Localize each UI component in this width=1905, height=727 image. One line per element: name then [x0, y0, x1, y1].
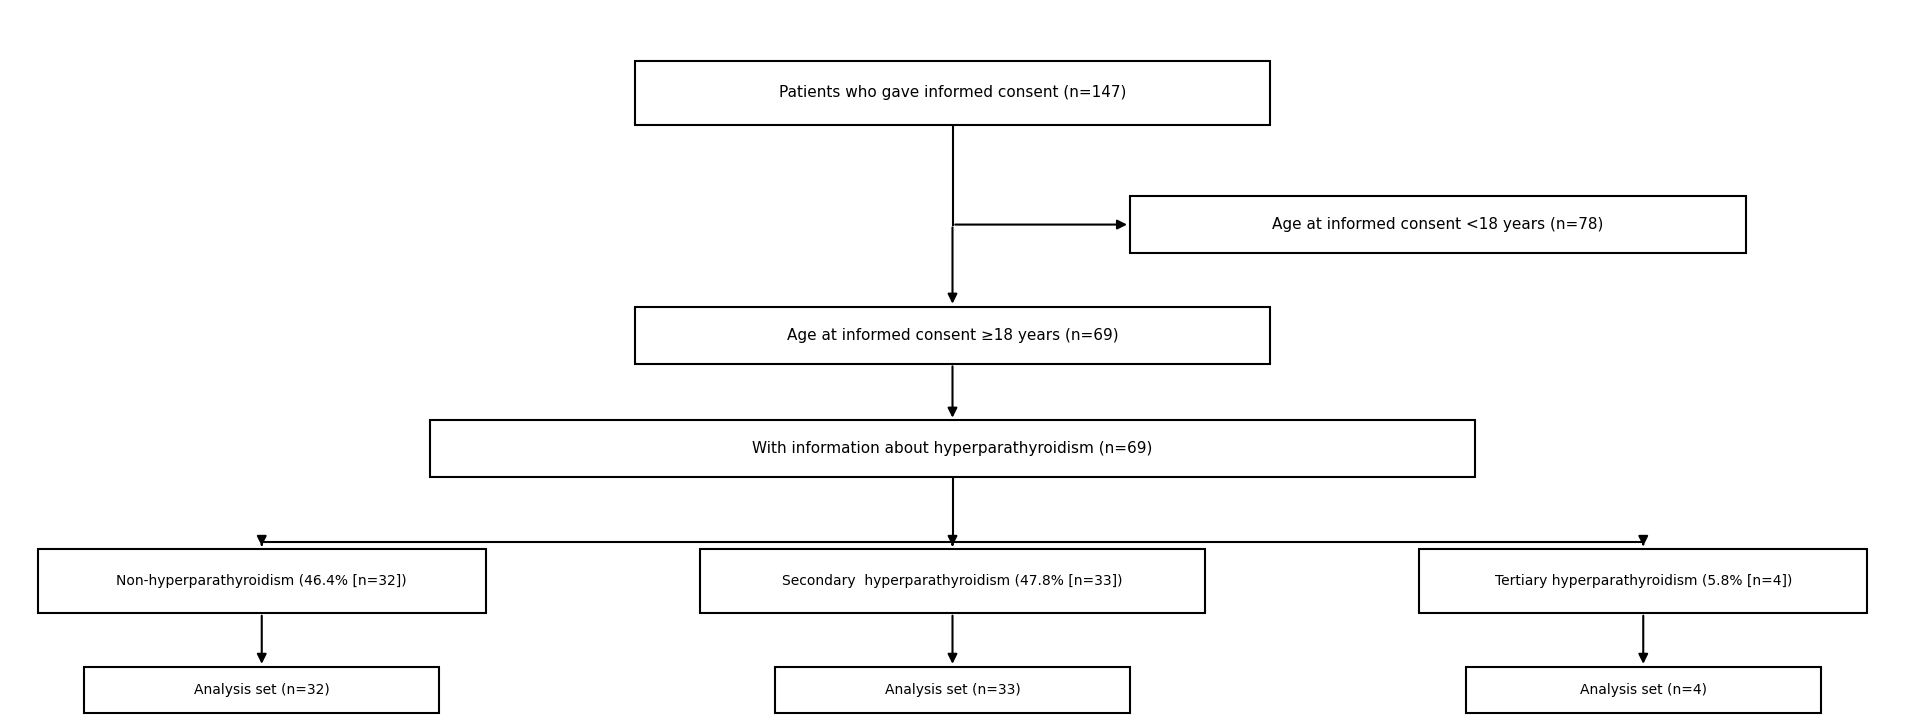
Text: Non-hyperparathyroidism (46.4% [n=32]): Non-hyperparathyroidism (46.4% [n=32]) [116, 574, 408, 588]
Text: Age at informed consent <18 years (n=78): Age at informed consent <18 years (n=78) [1273, 217, 1604, 232]
Text: Tertiary hyperparathyroidism (5.8% [n=4]): Tertiary hyperparathyroidism (5.8% [n=4]… [1495, 574, 1793, 588]
Text: Patients who gave informed consent (n=147): Patients who gave informed consent (n=14… [779, 85, 1126, 100]
Text: Age at informed consent ≥18 years (n=69): Age at informed consent ≥18 years (n=69) [787, 327, 1118, 342]
FancyBboxPatch shape [634, 61, 1271, 125]
FancyBboxPatch shape [775, 667, 1130, 713]
FancyBboxPatch shape [1130, 196, 1747, 253]
FancyBboxPatch shape [1467, 667, 1821, 713]
Text: Analysis set (n=32): Analysis set (n=32) [194, 683, 330, 696]
Text: With information about hyperparathyroidism (n=69): With information about hyperparathyroidi… [752, 441, 1153, 457]
FancyBboxPatch shape [634, 307, 1271, 364]
FancyBboxPatch shape [38, 549, 486, 613]
Text: Analysis set (n=4): Analysis set (n=4) [1579, 683, 1707, 696]
FancyBboxPatch shape [701, 549, 1204, 613]
FancyBboxPatch shape [431, 420, 1474, 478]
FancyBboxPatch shape [84, 667, 438, 713]
Text: Analysis set (n=33): Analysis set (n=33) [884, 683, 1021, 696]
FancyBboxPatch shape [1419, 549, 1867, 613]
Text: Secondary  hyperparathyroidism (47.8% [n=33]): Secondary hyperparathyroidism (47.8% [n=… [783, 574, 1122, 588]
